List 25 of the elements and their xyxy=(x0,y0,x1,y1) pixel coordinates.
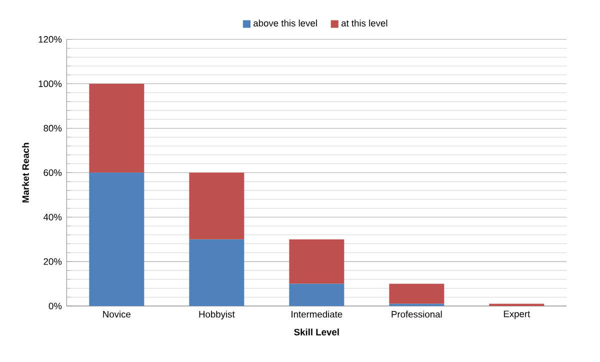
x-tick-label: Hobbyist xyxy=(199,310,235,320)
y-tick-label: 100% xyxy=(38,80,62,88)
y-tick-label: 40% xyxy=(43,214,62,220)
bar xyxy=(289,284,344,306)
x-tick-label: Novice xyxy=(103,310,131,318)
bar xyxy=(489,304,544,306)
x-tick-label: Professional xyxy=(392,310,442,318)
y-axis-title: Market Reach xyxy=(22,142,29,202)
bar xyxy=(189,172,244,240)
x-tick-label: Intermediate xyxy=(292,310,342,318)
bar xyxy=(189,239,244,306)
y-tick-label: 20% xyxy=(44,258,62,265)
x-tick-label: Expert xyxy=(504,310,530,320)
y-tick-label: 0% xyxy=(48,302,62,310)
bar xyxy=(389,304,444,306)
y-tick-label: 120% xyxy=(38,36,62,43)
y-tick-label: 60% xyxy=(44,169,62,176)
y-tick-label: 80% xyxy=(44,124,62,132)
bar xyxy=(89,172,144,306)
bar xyxy=(89,84,144,173)
bar xyxy=(289,239,344,284)
bar xyxy=(389,284,444,304)
legend-label: above this level xyxy=(254,20,317,26)
legend-label: at this level xyxy=(341,20,388,26)
x-axis-title: Skill Level xyxy=(294,328,339,336)
